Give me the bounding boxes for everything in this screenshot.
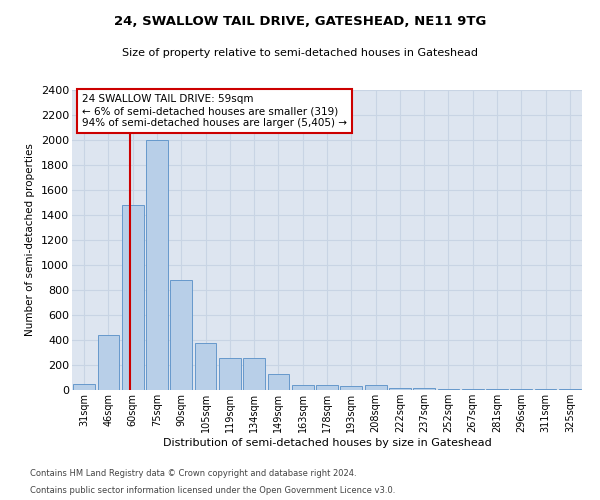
Bar	[437, 389, 460, 390]
Bar	[73, 384, 95, 390]
Bar	[170, 280, 192, 390]
Bar	[340, 386, 362, 390]
Bar	[316, 385, 338, 390]
Text: Size of property relative to semi-detached houses in Gateshead: Size of property relative to semi-detach…	[122, 48, 478, 58]
Bar	[146, 140, 168, 390]
Bar	[97, 335, 119, 390]
Bar	[292, 385, 314, 390]
Bar	[243, 358, 265, 390]
Bar	[365, 385, 386, 390]
Text: Contains public sector information licensed under the Open Government Licence v3: Contains public sector information licen…	[30, 486, 395, 495]
Text: 24, SWALLOW TAIL DRIVE, GATESHEAD, NE11 9TG: 24, SWALLOW TAIL DRIVE, GATESHEAD, NE11 …	[114, 15, 486, 28]
Bar	[122, 205, 143, 390]
Bar	[219, 358, 241, 390]
Bar	[268, 374, 289, 390]
Y-axis label: Number of semi-detached properties: Number of semi-detached properties	[25, 144, 35, 336]
X-axis label: Distribution of semi-detached houses by size in Gateshead: Distribution of semi-detached houses by …	[163, 438, 491, 448]
Bar	[194, 343, 217, 390]
Bar	[389, 388, 411, 390]
Bar	[413, 388, 435, 390]
Text: 24 SWALLOW TAIL DRIVE: 59sqm
← 6% of semi-detached houses are smaller (319)
94% : 24 SWALLOW TAIL DRIVE: 59sqm ← 6% of sem…	[82, 94, 347, 128]
Text: Contains HM Land Registry data © Crown copyright and database right 2024.: Contains HM Land Registry data © Crown c…	[30, 468, 356, 477]
